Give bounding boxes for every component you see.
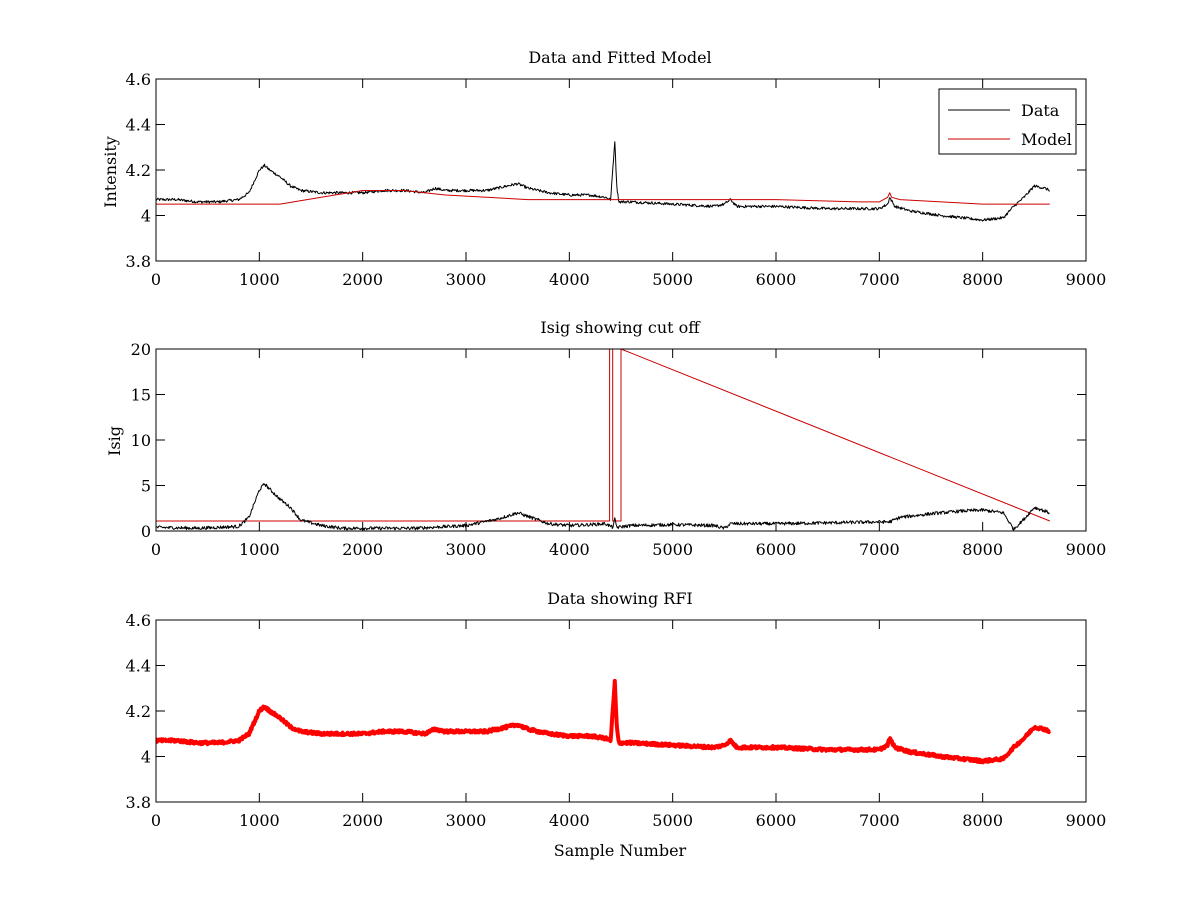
panel-1-ylabel: Intensity: [101, 136, 120, 208]
panel-3-title: Data showing RFI: [547, 589, 692, 608]
panel-3-plot: 0 1000 2000 3000 4000 5000 6000 7000 8000 9000 3.8…: [126, 611, 1107, 830]
panel-2-series-line-2: [156, 483, 1050, 531]
panel-3-xtick-label: 3000: [446, 811, 487, 830]
panel-3-ytick-label: 4.6: [126, 611, 151, 630]
panel-3-xlabel: Sample Number: [554, 841, 687, 860]
panel-3-series-line-1: [156, 678, 1052, 765]
panel-1: Data and Fitted Model Intensity 0 1000 200…: [101, 48, 1106, 289]
panel-1-series-data: [156, 141, 1050, 222]
panel-1-xtick-label: 7000: [859, 270, 900, 289]
panel-2-ytick-label: 10: [131, 431, 151, 450]
panel-3-ytick-label: 3.8: [126, 793, 151, 812]
panel-2-xtick-label: 0: [151, 540, 161, 559]
panel-3-ytick-label: 4.2: [126, 702, 151, 721]
panel-1-ytick-label: 4.6: [126, 70, 151, 89]
panel-2-ytick-label: 0: [141, 522, 151, 541]
panel-2-ytick-label: 5: [141, 477, 151, 496]
panel-2-xtick-label: 8000: [962, 540, 1003, 559]
panel-2-xtick-label: 6000: [756, 540, 797, 559]
panel-1-xtick-label: 4000: [549, 270, 590, 289]
panel-3-xtick-label: 0: [151, 811, 161, 830]
panel-1-plot: 0 1000 2000 3000 4000 5000 6000 7000 8000 9000 3.8…: [126, 70, 1107, 289]
panel-1-series-model: [156, 190, 1050, 205]
panel-1-xtick-label: 2000: [342, 270, 383, 289]
panel-3-series-group: [156, 678, 1052, 765]
panel-1-xtick-label: 8000: [962, 270, 1003, 289]
panel-1-ytick-label: 4.2: [126, 161, 151, 180]
panel-3-ytick-label: 4: [141, 748, 151, 767]
panel-1-xtick-label: 1000: [239, 270, 280, 289]
legend-model-label: Model: [1021, 130, 1072, 149]
panel-3-xtick-label: 9000: [1066, 811, 1107, 830]
legend-data-label: Data: [1021, 101, 1060, 120]
panel-1-xtick-label: 5000: [652, 270, 693, 289]
panel-2-plot: 0 1000 2000 3000 4000 5000 6000 7000 8000 9000 0 5 1…: [131, 340, 1107, 559]
panel-2-xtick-label: 1000: [239, 540, 280, 559]
panel-2-xtick-label: 2000: [342, 540, 383, 559]
panel-3-ytick-label: 4.4: [126, 657, 151, 676]
panel-2-series-group: [156, 349, 1050, 531]
panel-1-title: Data and Fitted Model: [528, 48, 711, 67]
panel-3-xtick-label: 1000: [239, 811, 280, 830]
panel-2: Isig showing cut off Isig 0 1000 2000 3000 4…: [105, 318, 1106, 559]
panel-2-xtick-label: 4000: [549, 540, 590, 559]
panel-2-xtick-label: 7000: [859, 540, 900, 559]
panel-1-xtick-label: 6000: [756, 270, 797, 289]
panel-1-xtick-label: 9000: [1066, 270, 1107, 289]
panel-2-series-line-1: [156, 349, 1050, 522]
panel-3: Data showing RFI Sample Number 0 1000 2000…: [126, 589, 1107, 860]
panel-1-series-group: [156, 141, 1050, 222]
panel-2-xtick-label: 5000: [652, 540, 693, 559]
panel-2-xtick-label: 9000: [1066, 540, 1107, 559]
panel-1-ytick-label: 4.4: [126, 116, 151, 135]
panel-3-xtick-label: 7000: [859, 811, 900, 830]
panel-2-ytick-label: 15: [131, 386, 151, 405]
panel-1-ytick-label: 4: [141, 207, 151, 226]
panel-1-ytick-label: 3.8: [126, 252, 151, 271]
panel-2-ylabel: Isig: [105, 426, 124, 456]
panel-2-ytick-label: 20: [131, 340, 151, 359]
panel-3-xtick-label: 5000: [652, 811, 693, 830]
legend: Data Model: [938, 88, 1077, 155]
panel-2-title: Isig showing cut off: [540, 318, 701, 337]
panel-3-xtick-label: 6000: [756, 811, 797, 830]
panel-3-xtick-label: 8000: [962, 811, 1003, 830]
panel-2-xtick-label: 3000: [446, 540, 487, 559]
panel-1-xtick-label: 0: [151, 270, 161, 289]
panel-3-xtick-label: 2000: [342, 811, 383, 830]
panel-1-xtick-label: 3000: [446, 270, 487, 289]
legend-box: [938, 88, 1077, 155]
panel-3-xtick-label: 4000: [549, 811, 590, 830]
